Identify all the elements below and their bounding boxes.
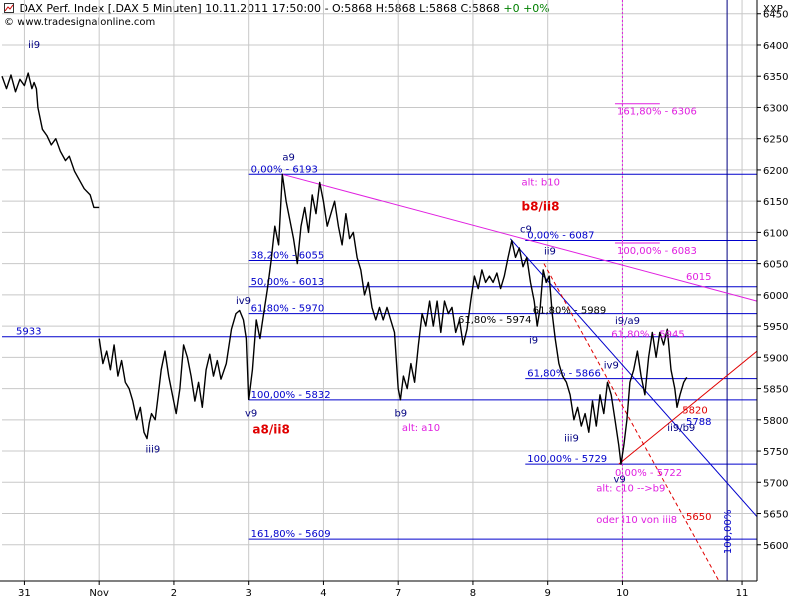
wave-annotation: alt: a10 xyxy=(402,423,440,434)
y-tick-label: 6050 xyxy=(763,260,788,271)
chart-change: +0 +0% xyxy=(503,2,550,15)
wave-annotation: v9 xyxy=(245,409,257,420)
fib-level-label: 61,80% - 5970 xyxy=(251,304,325,315)
x-tick-label: 2 xyxy=(171,588,177,599)
wave-annotation: i9/a9 xyxy=(615,316,640,327)
x-tick-label: 3 xyxy=(245,588,251,599)
website-watermark: © www.tradesignalonline.com xyxy=(4,17,155,28)
website-text: www.tradesignalonline.com xyxy=(17,17,156,28)
grid xyxy=(2,0,757,581)
wave-annotation: c9 xyxy=(520,224,532,235)
price-line-segment xyxy=(248,173,688,465)
x-tick-label: 11 xyxy=(736,588,749,599)
trendline xyxy=(543,263,721,583)
x-tick-label: 8 xyxy=(470,588,476,599)
trendline xyxy=(618,350,758,465)
y-tick-label: 6450 xyxy=(763,10,788,21)
wave-annotation: b9 xyxy=(394,409,407,420)
fib-level-label: 61,80% - 5866 xyxy=(527,369,601,380)
y-tick-label: 5700 xyxy=(763,478,788,489)
wave-annotation: iii9 xyxy=(564,434,579,445)
chart-datetime: 10.11.2011 17:50:00 xyxy=(205,2,322,15)
wave-annotation: 5650 xyxy=(686,512,711,523)
price-line-segment xyxy=(98,309,250,440)
wave-annotation: ii9/b9 xyxy=(667,423,695,434)
y-tick-label: 5800 xyxy=(763,416,788,427)
y-axis-unit: XXP xyxy=(763,4,783,15)
wave-annotation: 0,00% - 5722 xyxy=(615,468,682,479)
wave-annotation: alt: b10 xyxy=(522,178,560,189)
fibonacci-levels: 0,00% - 6193 0,00% - 6087 38,20% - 6055 50,… xyxy=(2,103,757,540)
wave-annotation: iv9 xyxy=(236,296,251,307)
fib-level-label: 100,00% - 5729 xyxy=(527,454,607,465)
wave-annotation: ii9 xyxy=(544,246,556,257)
price-line-segment xyxy=(1,72,100,209)
y-tick-label: 6200 xyxy=(763,166,788,177)
wave-annotation: 5788 xyxy=(686,417,711,428)
wave-annotation: v9 xyxy=(613,474,625,485)
wave-annotation: 61,80% - 5945 xyxy=(611,329,685,340)
y-tick-label: 5600 xyxy=(763,541,788,552)
vertical-annotation: 100,00% xyxy=(723,510,734,555)
fib-level-label: 0,00% - 6087 xyxy=(527,231,594,242)
target-label: 100,00% - 6083 xyxy=(617,246,697,257)
fib-level-label: 0,00% - 6193 xyxy=(251,164,318,175)
y-tick-label: 6250 xyxy=(763,135,788,146)
y-tick-label: 6150 xyxy=(763,197,788,208)
wave-annotation: i9 xyxy=(529,336,538,347)
y-tick-label: 5650 xyxy=(763,510,788,521)
y-tick-label: 6100 xyxy=(763,228,788,239)
fib-level-label: 161,80% - 5609 xyxy=(251,529,331,540)
fib-level-label: 38,20% - 6055 xyxy=(251,251,325,262)
wave-annotation: 6015 xyxy=(686,272,711,283)
chart-icon xyxy=(4,3,14,13)
trendline xyxy=(282,173,758,302)
y-tick-label: 6400 xyxy=(763,41,788,52)
wave-annotation: iv9 xyxy=(604,361,619,372)
fib-level-label: 100,00% - 5832 xyxy=(251,390,331,401)
wave-annotation: a8/ii8 xyxy=(252,423,289,437)
wave-annotation: alt: c10 -->b9 xyxy=(596,484,665,495)
chart-header: DAX Perf. Index [.DAX 5 Minuten] 10.11.2… xyxy=(4,2,550,15)
wave-annotation: 5820 xyxy=(682,406,707,417)
y-tick-label: 6350 xyxy=(763,72,788,83)
y-tick-label: 5850 xyxy=(763,385,788,396)
trendline xyxy=(509,238,758,517)
x-tick-label: 4 xyxy=(320,588,326,599)
annotations: ii9 a9 iv9 v9 a8/ii8 iii9 alt: b10 b8/ii8 c9 ii9 b… xyxy=(28,40,734,554)
wave-annotation: oder i10 von iii8 xyxy=(596,515,677,526)
x-tick-label: Nov xyxy=(89,588,109,599)
y-tick-label: 5750 xyxy=(763,447,788,458)
fib-level-label: 50,00% - 6013 xyxy=(251,277,325,288)
x-tick-label: 10 xyxy=(616,588,629,599)
trendlines xyxy=(282,0,758,583)
chart-symbol: DAX Perf. Index [.DAX 5 Minuten] xyxy=(19,2,202,15)
copyright-icon: © xyxy=(4,17,14,28)
y-tick-label: 6300 xyxy=(763,103,788,114)
wave-annotation: ii9 xyxy=(28,40,40,51)
y-tick-label: 5950 xyxy=(763,322,788,333)
x-tick-label: 7 xyxy=(395,588,401,599)
wave-annotation: 61,80% - 5989 xyxy=(533,306,607,317)
chart-ohlc: - O:5868 H:5868 L:5868 C:5868 xyxy=(324,2,500,15)
target-label: 161,80% - 6306 xyxy=(617,107,697,118)
wave-annotation: a9 xyxy=(282,153,295,164)
fib-level-label: 5933 xyxy=(16,327,41,338)
wave-annotation: iii9 xyxy=(146,444,161,455)
x-tick-label: 9 xyxy=(545,588,551,599)
price-series xyxy=(1,72,688,465)
wave-annotation: 61,80% - 5974 xyxy=(458,315,532,326)
wave-annotation: b8/ii8 xyxy=(522,200,560,214)
y-tick-label: 6000 xyxy=(763,291,788,302)
y-tick-label: 5900 xyxy=(763,353,788,364)
x-tick-label: 31 xyxy=(18,588,31,599)
